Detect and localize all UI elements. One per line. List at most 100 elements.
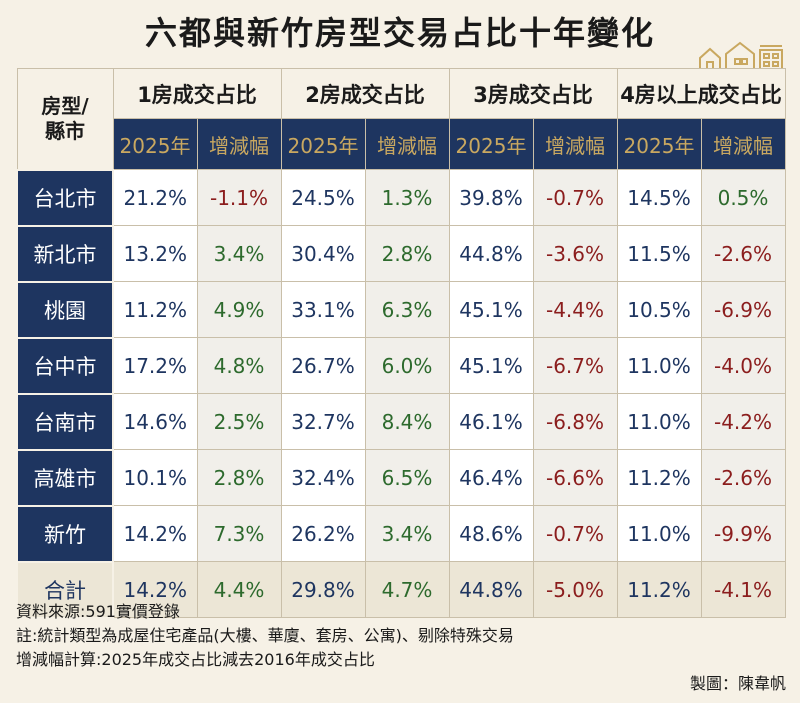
table-cell: -2.6% xyxy=(700,225,786,282)
subheader-year: 2025年 xyxy=(448,118,534,170)
group-header: 3房成交占比 xyxy=(448,68,618,119)
table-cell: 26.2% xyxy=(280,505,366,562)
table-cell: 1.3% xyxy=(364,169,450,226)
row-city: 高雄市 xyxy=(16,448,114,507)
table-cell: 14.6% xyxy=(112,393,198,450)
cell-share: 46.1% xyxy=(459,409,523,434)
cell-share: 46.4% xyxy=(459,465,523,490)
cell-change: -4.2% xyxy=(713,409,773,434)
table-cell: 3.4% xyxy=(364,505,450,562)
subheader-change: 增減幅 xyxy=(196,118,282,170)
table-cell: 39.8% xyxy=(448,169,534,226)
table-cell: 44.8% xyxy=(448,225,534,282)
cell-share: 33.1% xyxy=(291,297,355,322)
note-source: 資料來源:591實價登錄 xyxy=(16,602,180,621)
table-cell: 14.5% xyxy=(616,169,702,226)
table-cell: 0.5% xyxy=(700,169,786,226)
row-city: 台北市 xyxy=(16,168,114,227)
cell-share: 30.4% xyxy=(291,241,355,266)
cell-change: -5.0% xyxy=(545,577,605,602)
cell-share: 39.8% xyxy=(459,185,523,210)
table-cell: 11.2% xyxy=(112,281,198,338)
cell-change: 8.4% xyxy=(381,409,433,434)
cell-change: -6.8% xyxy=(545,409,605,434)
cell-share: 24.5% xyxy=(291,185,355,210)
table-cell: 6.3% xyxy=(364,281,450,338)
table-cell: 2.8% xyxy=(364,225,450,282)
cell-change: -6.6% xyxy=(545,465,605,490)
table-cell: 14.2% xyxy=(112,561,198,618)
cell-share: 44.8% xyxy=(459,577,523,602)
table-cell: 13.2% xyxy=(112,225,198,282)
table-cell: -9.9% xyxy=(700,505,786,562)
table-cell: -4.0% xyxy=(700,337,786,394)
cell-change: -4.1% xyxy=(713,577,773,602)
cell-share: 11.2% xyxy=(627,577,691,602)
table-cell: 11.5% xyxy=(616,225,702,282)
cell-change: -4.0% xyxy=(713,353,773,378)
table-cell: -6.7% xyxy=(532,337,618,394)
cell-change: -2.6% xyxy=(713,241,773,266)
cell-share: 29.8% xyxy=(291,577,355,602)
row-city: 合計 xyxy=(16,560,114,619)
subheader-change: 增減幅 xyxy=(532,118,618,170)
cell-change: 4.8% xyxy=(213,353,265,378)
table-cell: 6.0% xyxy=(364,337,450,394)
subheader-change: 增減幅 xyxy=(700,118,786,170)
cell-share: 45.1% xyxy=(459,353,523,378)
cell-share: 17.2% xyxy=(123,353,188,378)
table-cell: 30.4% xyxy=(280,225,366,282)
cell-share: 48.6% xyxy=(459,521,523,546)
cell-share: 11.0% xyxy=(627,409,691,434)
cell-share: 10.5% xyxy=(627,297,691,322)
table-cell: -4.4% xyxy=(532,281,618,338)
cell-change: 4.4% xyxy=(213,577,265,602)
cell-change: 2.8% xyxy=(213,465,265,490)
data-table: 房型/ 縣市 1房成交占比 2房成交占比 3房成交占比 4房以上成交占比 202… xyxy=(16,68,786,619)
row-city: 新北市 xyxy=(16,224,114,283)
table-row: 台中市 17.2% 4.8% 26.7% 6.0% 45.1% -6.7% 11.0% -4.0… xyxy=(16,336,786,395)
cell-change: 6.0% xyxy=(381,353,433,378)
table-row: 台南市 14.6% 2.5% 32.7% 8.4% 46.1% -6.8% 11.0% -4.2… xyxy=(16,392,786,451)
cell-share: 11.0% xyxy=(627,521,691,546)
cell-change: 3.4% xyxy=(213,241,265,266)
table-cell: 7.3% xyxy=(196,505,282,562)
table-cell: 11.2% xyxy=(616,449,702,506)
cell-change: -9.9% xyxy=(713,521,773,546)
cell-share: 11.2% xyxy=(123,297,188,322)
cell-change: -2.6% xyxy=(713,465,773,490)
cell-change: 2.5% xyxy=(213,409,265,434)
note-scope: 註:統計類型為成屋住宅產品(大樓、華廈、套房、公寓)、剔除特殊交易 xyxy=(16,626,514,645)
corner-label-city: 縣市 xyxy=(45,118,85,143)
table-cell: -2.6% xyxy=(700,449,786,506)
cell-share: 14.6% xyxy=(123,409,188,434)
table-cell: 14.2% xyxy=(112,505,198,562)
table-cell: -5.0% xyxy=(532,561,618,618)
cell-share: 14.5% xyxy=(627,185,691,210)
table-row: 桃園 11.2% 4.9% 33.1% 6.3% 45.1% -4.4% 10.5% -6.9% xyxy=(16,280,786,339)
table-cell: 46.4% xyxy=(448,449,534,506)
cell-share: 13.2% xyxy=(123,241,188,266)
table-cell: -4.1% xyxy=(700,561,786,618)
table-cell: 17.2% xyxy=(112,337,198,394)
table-cell: 2.5% xyxy=(196,393,282,450)
table-cell: 4.7% xyxy=(364,561,450,618)
subheader-year: 2025年 xyxy=(112,118,198,170)
cell-change: -3.6% xyxy=(545,241,605,266)
cell-share: 11.2% xyxy=(627,465,691,490)
cell-share: 45.1% xyxy=(459,297,523,322)
cell-change: 6.5% xyxy=(381,465,433,490)
cell-change: -6.9% xyxy=(713,297,773,322)
group-header: 2房成交占比 xyxy=(280,68,450,119)
cell-share: 14.2% xyxy=(123,577,188,602)
row-city: 台南市 xyxy=(16,392,114,451)
table-cell: 11.0% xyxy=(616,505,702,562)
cell-change: -0.7% xyxy=(545,521,605,546)
table-row: 台北市 21.2% -1.1% 24.5% 1.3% 39.8% -0.7% 14.5% 0.5… xyxy=(16,168,786,227)
table-row: 高雄市 10.1% 2.8% 32.4% 6.5% 46.4% -6.6% 11.2% -2.6… xyxy=(16,448,786,507)
cell-share: 32.4% xyxy=(291,465,355,490)
cell-share: 11.0% xyxy=(627,353,691,378)
table-cell: 11.0% xyxy=(616,393,702,450)
table-cell: -0.7% xyxy=(532,505,618,562)
table-cell: 33.1% xyxy=(280,281,366,338)
